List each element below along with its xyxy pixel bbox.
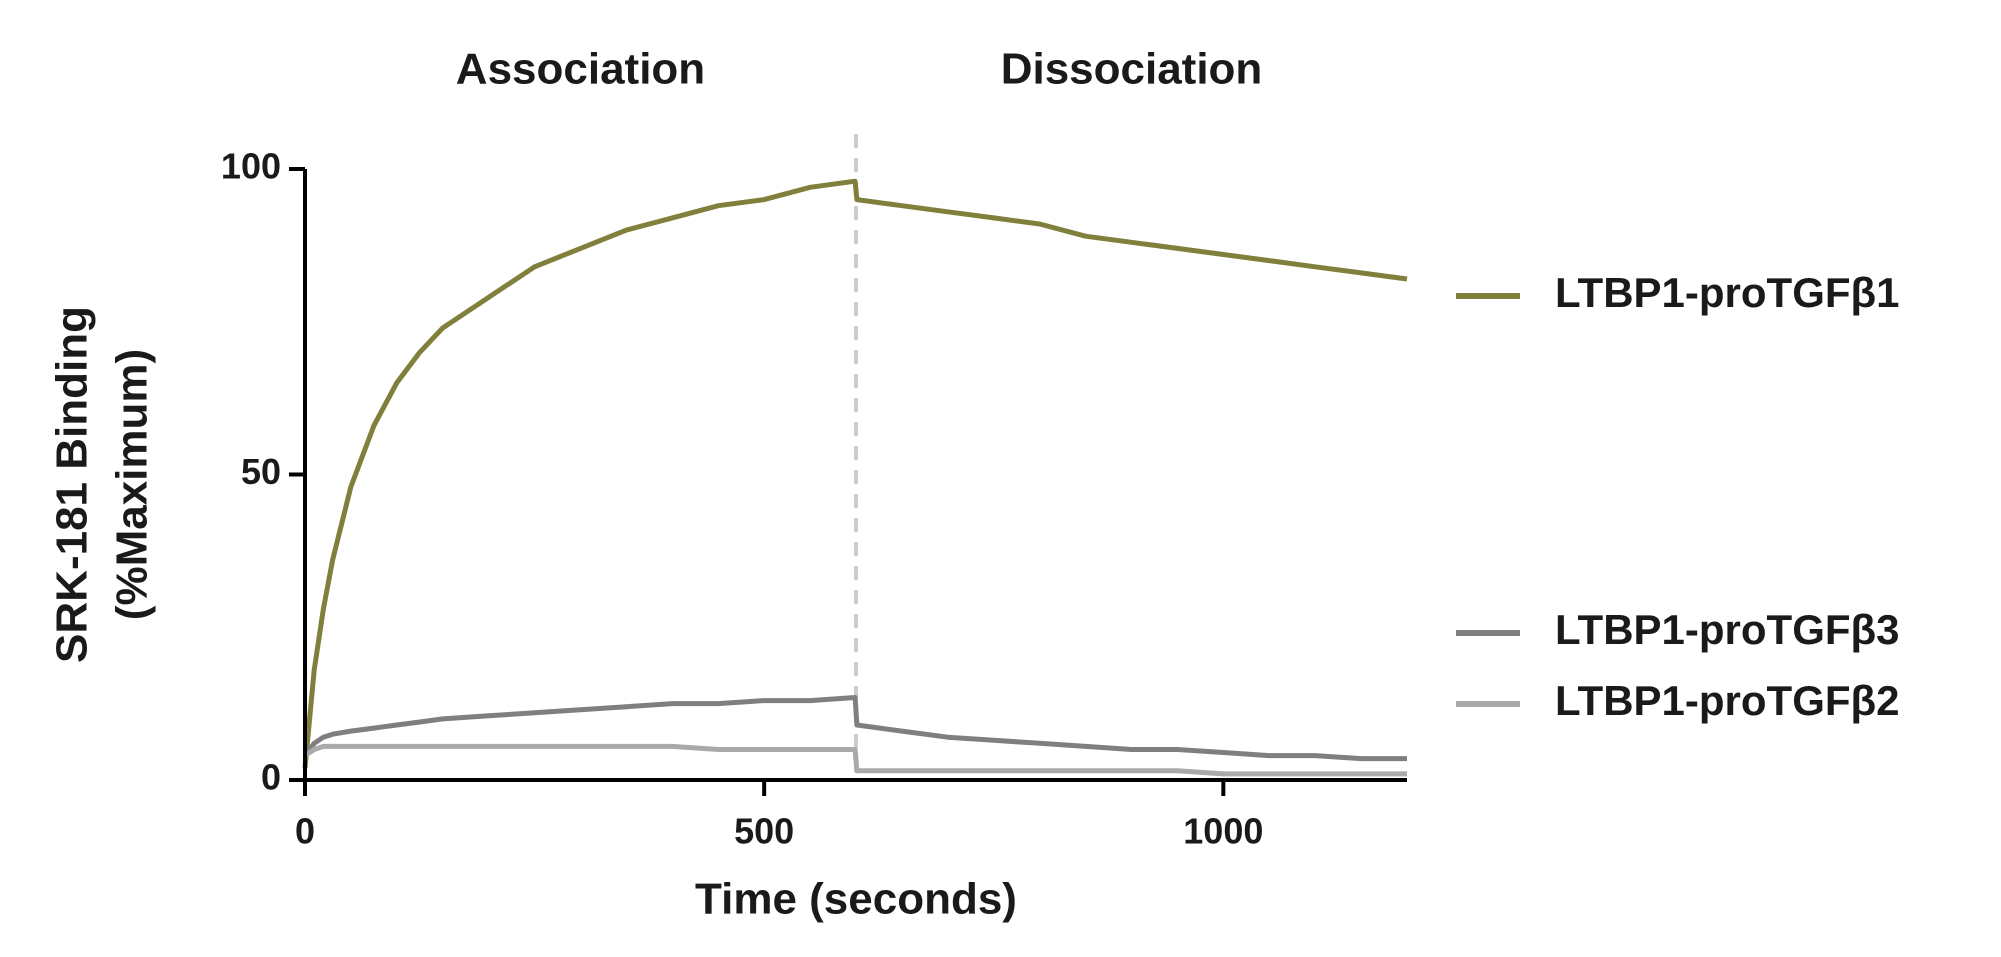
y-axis-label: SRK-181 Binding [48, 306, 97, 663]
y-axis-label: (%Maximum) [108, 349, 157, 620]
y-tick-label: 50 [241, 451, 281, 492]
legend-item: LTBP1-proTGFβ3 [1456, 606, 1900, 653]
series-line [302, 178, 1408, 769]
y-tick-label: 100 [221, 146, 281, 187]
legend-item: LTBP1-proTGFβ1 [1456, 269, 1900, 316]
x-tick-label: 1000 [1183, 811, 1263, 852]
phase-label: Dissociation [1001, 45, 1263, 94]
series-line [303, 743, 1407, 777]
legend-label: LTBP1-proTGFβ3 [1555, 606, 1900, 653]
x-tick-label: 500 [734, 811, 794, 852]
phase-label: Association [456, 45, 705, 94]
x-tick-label: 0 [295, 811, 315, 852]
legend-item: LTBP1-proTGFβ2 [1456, 677, 1900, 724]
series-line [302, 695, 1407, 762]
x-axis-label: Time (seconds) [695, 875, 1017, 924]
legend-label: LTBP1-proTGFβ1 [1555, 269, 1900, 316]
y-tick-label: 0 [261, 757, 281, 798]
legend-label: LTBP1-proTGFβ2 [1555, 677, 1900, 724]
